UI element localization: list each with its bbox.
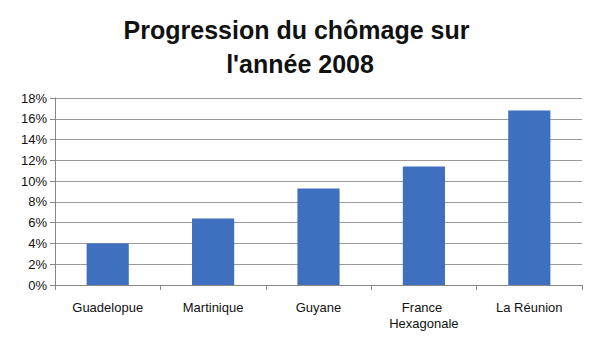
svg-text:10%: 10% <box>21 174 47 189</box>
svg-text:14%: 14% <box>21 132 47 147</box>
svg-text:Martinique: Martinique <box>183 300 244 315</box>
svg-text:4%: 4% <box>28 236 47 251</box>
svg-text:12%: 12% <box>21 153 47 168</box>
svg-text:France: France <box>402 300 446 315</box>
svg-text:0%: 0% <box>28 278 47 293</box>
svg-text:l'année 2008: l'année 2008 <box>226 50 374 78</box>
svg-text:8%: 8% <box>28 194 47 209</box>
svg-text:La Réunion: La Réunion <box>496 300 563 315</box>
svg-text:Guyane: Guyane <box>296 300 342 315</box>
svg-text:Progression du chômage sur: Progression du chômage sur <box>124 16 477 44</box>
svg-text:18%: 18% <box>21 91 47 106</box>
svg-text:16%: 16% <box>21 111 47 126</box>
svg-text:Guadelopue: Guadelopue <box>72 300 143 315</box>
svg-text:6%: 6% <box>28 215 47 230</box>
svg-text:2%: 2% <box>28 257 47 272</box>
svg-text:Hexagonale: Hexagonale <box>389 316 458 331</box>
